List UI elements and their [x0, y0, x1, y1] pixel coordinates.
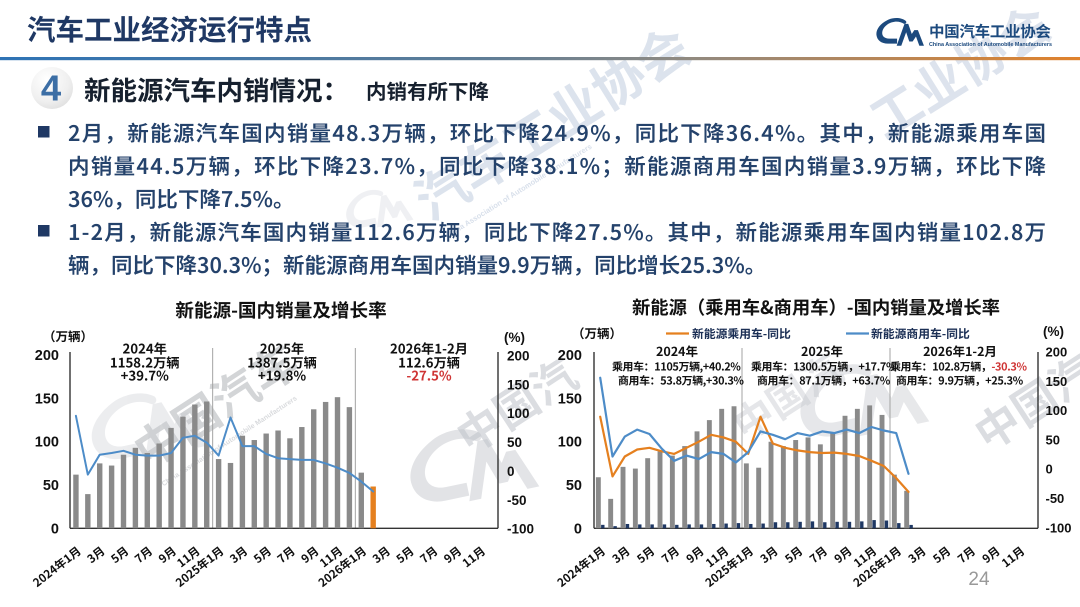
svg-text:50: 50	[43, 478, 59, 494]
svg-text:0: 0	[507, 464, 515, 479]
svg-text:-100: -100	[1046, 520, 1072, 535]
svg-text:(%): (%)	[504, 330, 525, 345]
svg-text:China Association of Automobil: China Association of Automobile Manufact…	[929, 42, 1052, 48]
svg-text:-50: -50	[1046, 491, 1065, 506]
svg-text:4: 4	[41, 68, 62, 109]
svg-text:-100: -100	[507, 522, 534, 537]
svg-text:100: 100	[558, 435, 582, 451]
svg-text:50: 50	[507, 435, 522, 450]
svg-text:-50: -50	[507, 493, 527, 508]
svg-text:150: 150	[35, 392, 59, 408]
svg-text:50: 50	[1046, 432, 1060, 447]
svg-text:100: 100	[35, 435, 59, 451]
svg-text:200: 200	[507, 349, 530, 364]
svg-text:200: 200	[35, 348, 59, 364]
svg-text:0: 0	[51, 521, 59, 537]
svg-text:200: 200	[1046, 345, 1068, 360]
svg-text:150: 150	[1046, 374, 1068, 389]
svg-text:100: 100	[1046, 403, 1068, 418]
svg-text:150: 150	[558, 392, 582, 408]
svg-text:24: 24	[968, 569, 990, 590]
svg-text:150: 150	[507, 377, 530, 392]
svg-text:0: 0	[574, 521, 582, 537]
svg-text:(%): (%)	[1043, 324, 1064, 339]
svg-text:200: 200	[558, 348, 582, 364]
svg-text:100: 100	[507, 406, 530, 421]
svg-text:50: 50	[566, 478, 582, 494]
svg-text:0: 0	[1046, 462, 1053, 477]
